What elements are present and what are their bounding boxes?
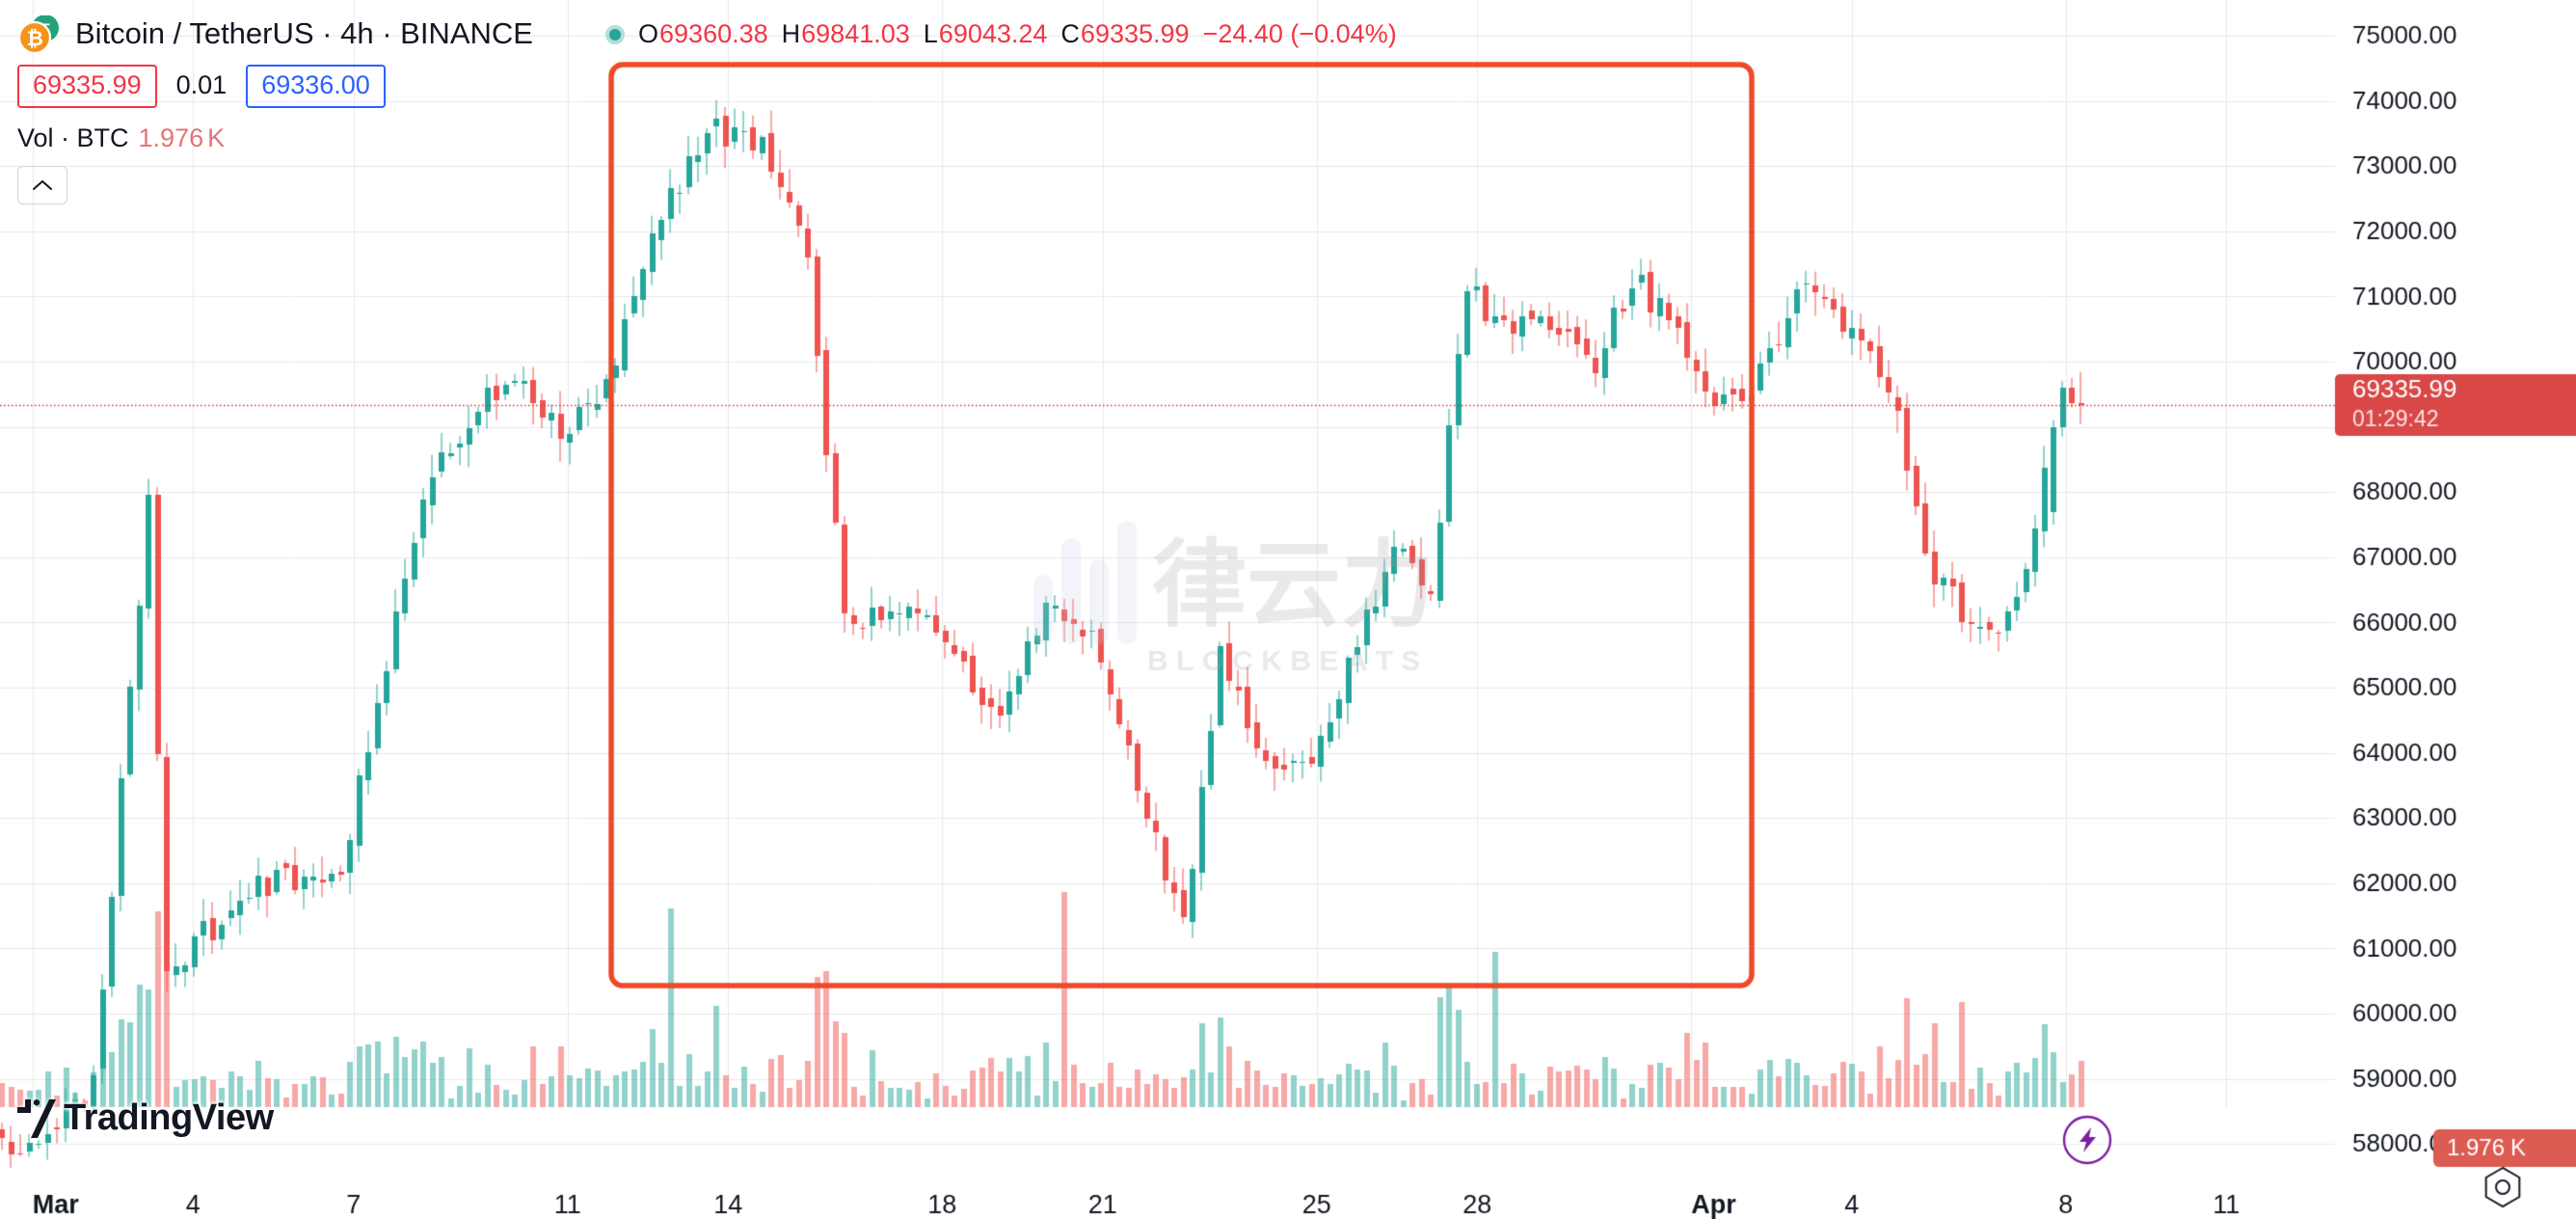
svg-text:₿: ₿ xyxy=(27,28,43,50)
